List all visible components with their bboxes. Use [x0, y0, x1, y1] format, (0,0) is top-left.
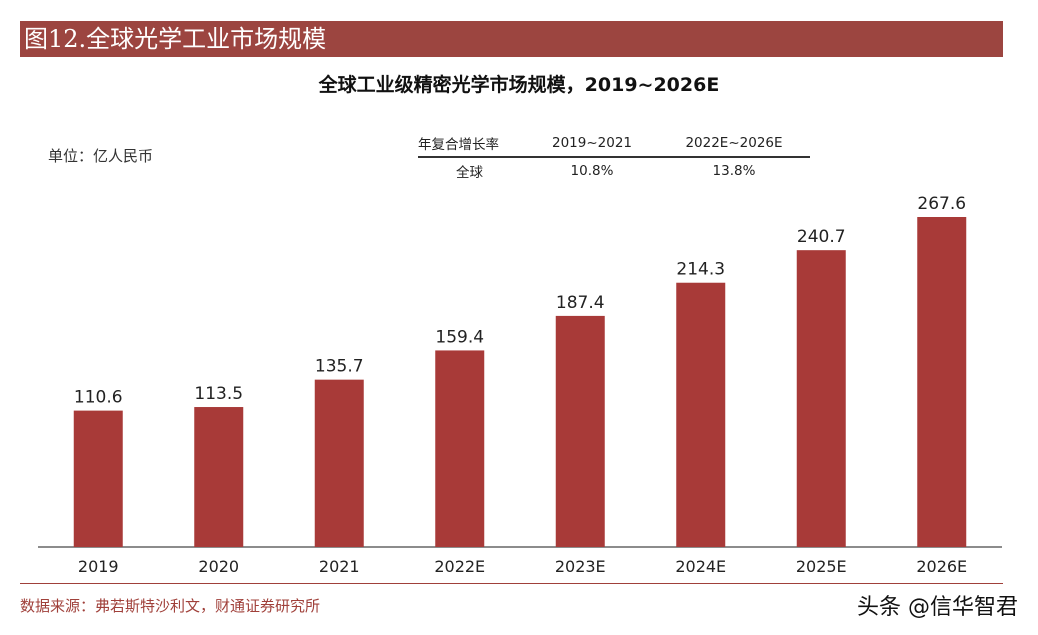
bar-2019: [73, 410, 123, 547]
bar-2021: [314, 379, 364, 547]
x-tick-label-2020: 2020: [198, 557, 239, 576]
figure-label: 图12.全球光学工业市场规模: [20, 21, 1003, 57]
x-tick-label-2023E: 2023E: [555, 557, 606, 576]
bar-2024E: [676, 282, 726, 547]
x-tick-label-2022E: 2022E: [434, 557, 485, 576]
data-label-2020: 113.5: [194, 384, 243, 404]
bar-2020: [194, 407, 244, 547]
bar-2023E: [555, 315, 605, 547]
watermark: 头条 @信华智君: [857, 595, 1018, 620]
bar-2022E: [435, 350, 485, 547]
x-tick-label-2019: 2019: [78, 557, 119, 576]
unit-label: 单位：亿人民币: [48, 147, 154, 165]
cagr-header-cell: 2019~2021: [551, 135, 633, 151]
data-label-2021: 135.7: [315, 357, 364, 377]
x-tick-label-2025E: 2025E: [796, 557, 847, 576]
cagr-header-row: 年复合增长率 2019~2021 2022E~2026E: [418, 130, 810, 158]
x-tick-label-2021: 2021: [319, 557, 360, 576]
source-note: 数据来源：弗若斯特沙利文，财通证券研究所: [20, 597, 321, 615]
cagr-data-row: 全球 10.8% 13.8%: [418, 158, 810, 184]
cagr-header-cell: 年复合增长率: [418, 137, 499, 153]
cagr-value-cell: 13.8%: [712, 163, 756, 179]
bar-2026E: [917, 217, 967, 547]
data-label-2025E: 240.7: [797, 227, 846, 247]
x-tick-label-2024E: 2024E: [675, 557, 726, 576]
x-tick-label-2026E: 2026E: [916, 557, 967, 576]
data-label-2023E: 187.4: [556, 293, 605, 313]
source-divider: [20, 583, 1003, 584]
chart-title: 全球工业级精密光学市场规模，2019~2026E: [318, 74, 720, 96]
data-label-2022E: 159.4: [435, 327, 484, 347]
cagr-value-cell: 10.8%: [570, 163, 614, 179]
bar-2025E: [796, 250, 846, 547]
data-label-2026E: 267.6: [917, 194, 966, 214]
cagr-table: 年复合增长率 2019~2021 2022E~2026E 全球 10.8% 13…: [418, 130, 810, 184]
cagr-region-cell: 全球: [456, 165, 483, 181]
data-label-2024E: 214.3: [676, 260, 725, 280]
cagr-header-cell: 2022E~2026E: [685, 135, 783, 151]
data-label-2019: 110.6: [74, 388, 123, 408]
